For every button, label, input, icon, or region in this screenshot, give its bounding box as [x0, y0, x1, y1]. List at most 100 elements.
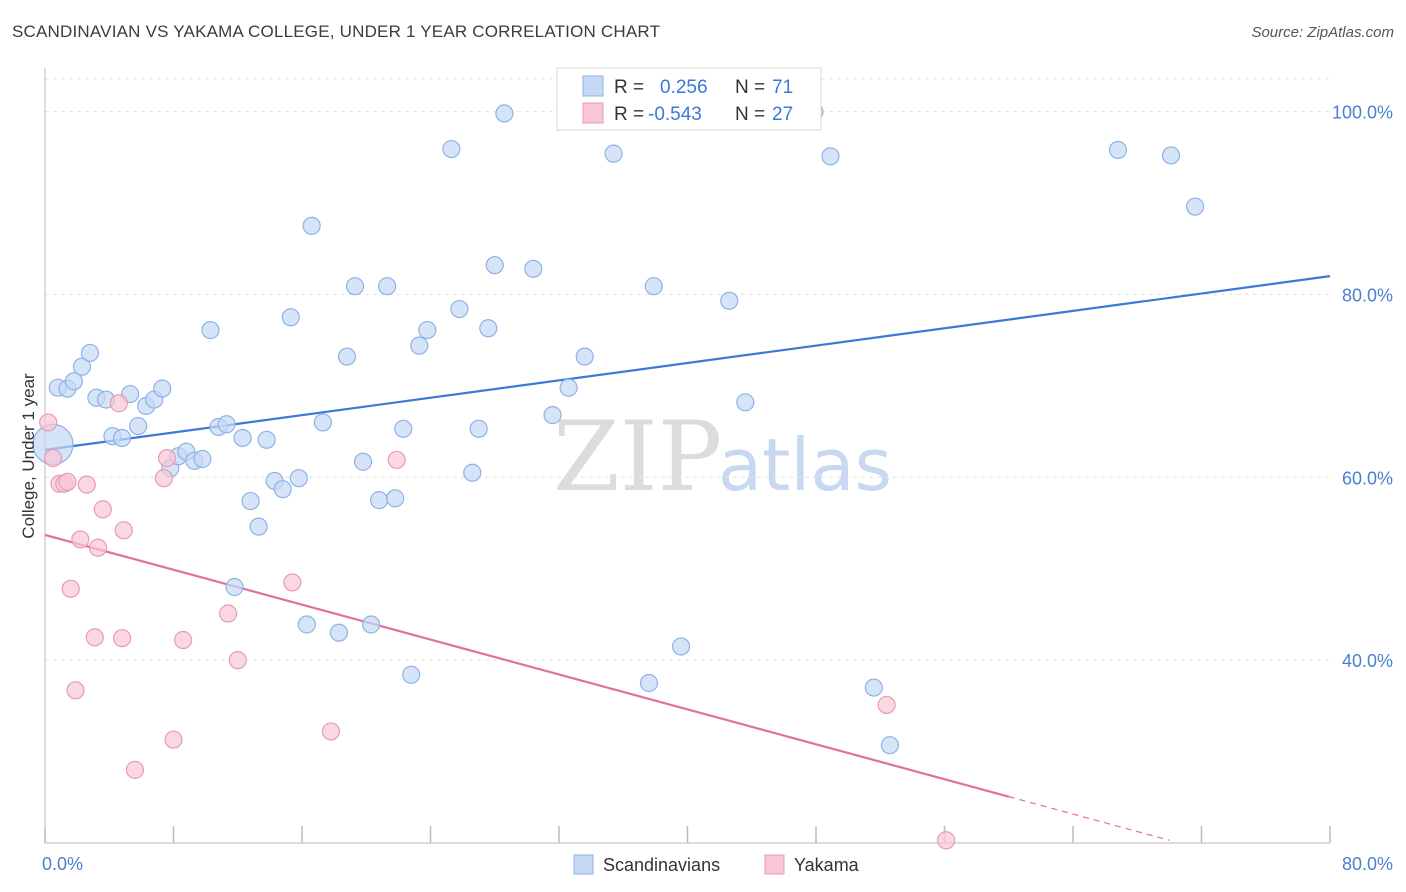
watermark-zip: ZIP — [553, 401, 722, 513]
scandinavian-point — [225, 577, 244, 597]
scandinavian-point — [880, 736, 899, 755]
gridlines — [45, 78, 1330, 661]
scandinavian-point — [257, 430, 276, 449]
scandinavian-point — [112, 428, 132, 448]
scandinavian-point — [394, 419, 413, 438]
y-tick-label: 100.0% — [1332, 103, 1393, 123]
scandinavian-point — [639, 673, 659, 693]
yakama-point — [66, 681, 85, 700]
scandinavian-point — [402, 665, 421, 684]
yakama-point — [937, 831, 956, 850]
chart-title: SCANDINAVIAN VS YAKAMA COLLEGE, UNDER 1 … — [12, 22, 661, 41]
yakama-point — [39, 413, 58, 432]
yakama-point — [228, 651, 247, 670]
legend-n-value-1: 71 — [772, 77, 793, 98]
y-tick-label: 60.0% — [1342, 468, 1393, 488]
yakama-point — [109, 394, 128, 413]
scandinavian-point — [410, 336, 429, 355]
bottom-legend-yakama: Yakama — [794, 855, 860, 875]
bottom-legend-swatch-scandinavians — [573, 854, 594, 875]
scandinavian-point — [302, 216, 321, 235]
scandinavian-point — [418, 320, 437, 340]
source-label: Source: ZipAtlas.com — [1251, 24, 1394, 41]
watermark-atlas: atlas — [718, 423, 892, 507]
scandinavian-point — [64, 372, 84, 391]
yakama-point — [71, 530, 90, 549]
scandinavian-point — [153, 379, 172, 398]
x-tick-label: 0.0% — [42, 854, 83, 874]
scandinavian-point — [281, 308, 300, 327]
scandinavian-point — [337, 347, 357, 366]
scandinavian-point — [543, 406, 562, 425]
legend-r-value-1: 0.256 — [660, 77, 708, 98]
scandinavian-point — [386, 489, 405, 508]
scandinavian-point — [193, 449, 212, 469]
yakama-point — [43, 448, 63, 468]
legend-swatch-yakama — [582, 102, 604, 124]
legend-n-value-2: 27 — [772, 104, 793, 125]
y-tick-label: 40.0% — [1342, 651, 1393, 671]
scandinavian-point — [644, 277, 663, 296]
yakama-point — [58, 472, 77, 491]
yakama-point — [88, 538, 108, 557]
scandinavian-point — [450, 299, 469, 319]
yakama-point — [125, 760, 145, 779]
scandinavian-point — [273, 480, 292, 499]
trend-line-scandinavians — [44, 275, 1331, 451]
trend-lines — [44, 275, 1331, 841]
legend-swatch-scandinavians — [582, 75, 604, 97]
bottom-legend-swatch-yakama — [764, 854, 785, 875]
scandinavian-point — [736, 393, 755, 412]
data-points — [32, 102, 1205, 850]
yakama-point — [174, 630, 193, 650]
scandinavian-point — [353, 452, 373, 471]
scandinavian-point — [821, 147, 840, 166]
scandinavian-point — [485, 256, 504, 275]
legend-n-label-1: N = — [735, 77, 765, 98]
scandinavian-point — [129, 416, 148, 436]
scandinavian-point — [720, 291, 739, 310]
bottom-legend-scandinavians: Scandinavians — [603, 855, 720, 875]
scandinavian-point — [329, 623, 349, 642]
yakama-point — [85, 628, 104, 647]
scandinavian-point — [72, 357, 92, 376]
scandinavian-point — [361, 615, 381, 634]
yakama-point — [154, 469, 173, 488]
yakama-point — [387, 450, 406, 470]
scandinavian-point — [1108, 140, 1128, 160]
trend-line-yakama — [44, 533, 1010, 798]
scandinavian-point — [217, 415, 236, 434]
scandinavian-point — [495, 104, 514, 123]
scandinavian-point — [241, 491, 260, 511]
yakama-point — [61, 579, 80, 598]
legend-r-label-2: R = — [614, 104, 644, 125]
stats-legend: R = 0.256 N = 71 R = -0.543 N = 27 — [556, 67, 822, 131]
y-axis-label: College, Under 1 year — [19, 373, 38, 539]
x-tick-label: 80.0% — [1342, 854, 1393, 874]
tick-labels: 40.0% 60.0% 80.0% 100.0% 0.0% 80.0% — [42, 103, 1393, 874]
scandinavian-point — [297, 615, 316, 634]
scandinavian-point — [524, 259, 543, 278]
scandinavian-point — [201, 320, 220, 340]
scandinavian-point — [345, 277, 365, 296]
scandinavian-point — [559, 378, 578, 397]
yakama-point — [321, 722, 341, 741]
trend-line-dashed-yakama — [1008, 796, 1170, 841]
y-tick-label: 80.0% — [1342, 285, 1393, 305]
scandinavian-point — [479, 319, 498, 338]
yakama-point — [114, 521, 133, 540]
yakama-point — [877, 695, 896, 715]
scandinavian-point — [378, 277, 397, 296]
legend-r-label-1: R = — [614, 77, 644, 98]
yakama-point — [77, 475, 96, 494]
yakama-point — [164, 730, 183, 749]
series-legend: Scandinavians Yakama — [573, 854, 860, 875]
legend-n-label-2: N = — [735, 104, 765, 125]
legend-r-value-2: -0.543 — [648, 104, 702, 125]
yakama-point — [93, 500, 112, 519]
scandinavian-point — [864, 678, 883, 697]
scandinavian-point — [313, 413, 332, 432]
scandinavian-point — [370, 491, 389, 510]
yakama-point — [112, 629, 132, 648]
